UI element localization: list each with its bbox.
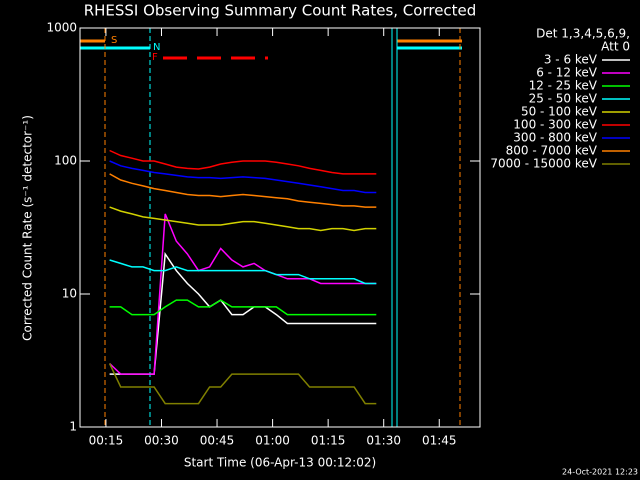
x-tick-label: 01:15 [311,434,346,448]
series-line [108,363,377,405]
legend-label: 50 - 100 keV [521,105,598,119]
legend-label: 3 - 6 keV [544,53,598,67]
x-axis-label: Start Time (06-Apr-13 00:12:02) [184,456,376,470]
y-tick-label: 1 [69,420,77,434]
legend-label: 100 - 300 keV [513,118,597,132]
legend-label: 300 - 800 keV [513,131,597,145]
series-line [109,213,377,375]
flag-label: N [153,42,160,53]
x-tick-label: 00:30 [144,434,179,448]
legend-title: Det 1,3,4,5,6,9, [536,27,630,41]
y-axis-label: Corrected Count Rate (s⁻¹ detector⁻¹) [21,115,35,341]
x-tick-label: 01:30 [366,434,401,448]
y-tick-label: 1000 [46,21,77,35]
series-line [109,299,377,316]
series-line [109,149,377,175]
legend-label: 7000 - 15000 keV [490,157,597,171]
plot-frame [79,27,481,428]
x-tick-label: 01:00 [255,434,290,448]
legend-label: 800 - 7000 keV [506,144,598,158]
flag-label: F [152,52,158,63]
chart-title: RHESSI Observing Summary Count Rates, Co… [84,2,477,20]
flag-label: S [111,35,117,46]
x-tick-label: 01:45 [422,434,457,448]
x-tick-label: 00:15 [89,434,124,448]
legend-label: 25 - 50 keV [529,92,598,106]
series-line [109,206,377,232]
legend-label: 12 - 25 keV [529,79,598,93]
series-line [109,259,377,285]
y-tick-label: 10 [62,287,77,301]
x-tick-label: 00:45 [200,434,235,448]
series-line [109,160,377,194]
legend-title: Att 0 [601,40,630,54]
legend-label: 6 - 12 keV [536,66,598,80]
y-tick-label: 100 [54,154,77,168]
series-line [109,173,377,208]
footer: 24-Oct-2021 12:23 [562,468,638,477]
